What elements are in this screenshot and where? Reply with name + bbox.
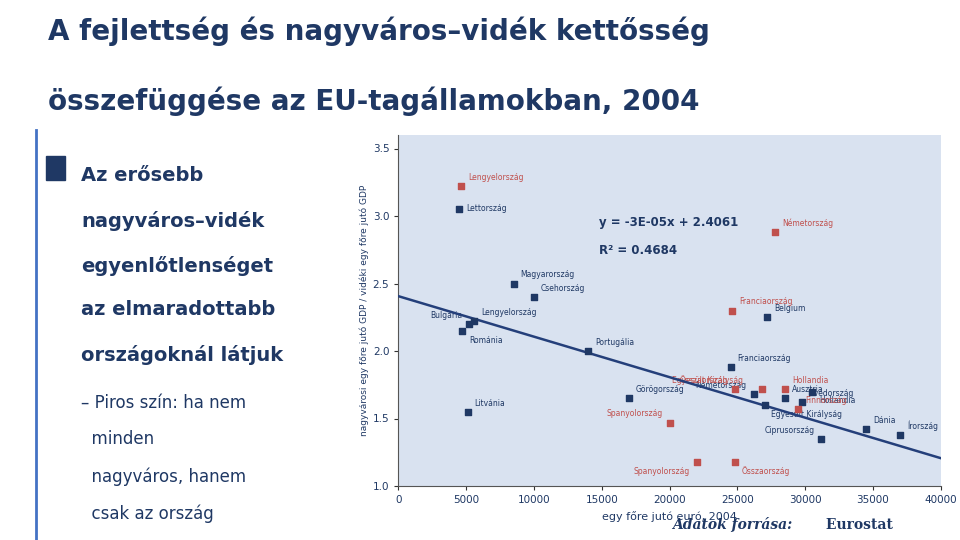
Text: Összaország: Összaország — [680, 375, 728, 384]
Text: Spanyolország: Spanyolország — [607, 409, 662, 418]
Point — [791, 405, 806, 414]
Text: az elmaradottabb: az elmaradottabb — [81, 300, 276, 319]
Point — [778, 384, 793, 393]
Text: Írország: Írország — [907, 420, 938, 430]
Point — [768, 228, 783, 237]
Text: Ciprusország: Ciprusország — [764, 426, 814, 435]
Point — [755, 384, 770, 393]
Text: Hollandia: Hollandia — [792, 376, 828, 384]
Text: Magyarország: Magyarország — [520, 271, 575, 279]
Point — [723, 363, 738, 372]
Text: Franciaország: Franciaország — [737, 354, 791, 363]
Text: Portugália: Portugália — [595, 338, 635, 347]
Point — [804, 387, 820, 396]
Text: Finnország: Finnország — [805, 396, 847, 405]
Text: Adatok forrása:: Adatok forrása: — [672, 517, 792, 532]
Text: Németország: Németország — [696, 381, 747, 390]
Point — [467, 317, 482, 326]
Text: egyenlőtlenséget: egyenlőtlenséget — [81, 255, 274, 275]
Text: Görögország: Görögország — [636, 385, 684, 394]
Point — [893, 430, 908, 439]
Point — [689, 457, 705, 466]
Text: Ausztria: Ausztria — [792, 385, 824, 394]
Text: Bulgária: Bulgária — [430, 311, 462, 320]
Point — [795, 398, 810, 407]
Point — [581, 347, 596, 355]
Text: Egyesült Királyság: Egyesült Királyság — [672, 376, 742, 384]
Text: Hollandia: Hollandia — [819, 396, 855, 406]
Text: Franciaország: Franciaország — [739, 298, 792, 306]
Text: R² = 0.4684: R² = 0.4684 — [599, 244, 677, 258]
Point — [454, 182, 469, 191]
Text: y = -3E-05x + 2.4061: y = -3E-05x + 2.4061 — [599, 216, 738, 229]
Text: nagyváros–vidék: nagyváros–vidék — [81, 211, 264, 231]
Point — [724, 306, 739, 315]
Text: Litvánia: Litvánia — [474, 399, 505, 408]
Text: Csehország: Csehország — [540, 284, 586, 293]
Text: Egyesült Királyság: Egyesült Királyság — [772, 410, 843, 419]
Text: nagyváros, hanem: nagyváros, hanem — [81, 468, 246, 486]
Text: Románia: Románia — [469, 336, 503, 345]
Y-axis label: nagyvárosi egy főre jutó GDP / vidéki egy főre jutó GDP: nagyvárosi egy főre jutó GDP / vidéki eg… — [359, 185, 369, 436]
Text: összefüggése az EU-tagállamokban, 2004: összefüggése az EU-tagállamokban, 2004 — [48, 86, 700, 116]
Point — [621, 394, 636, 403]
Text: Spanyolország: Spanyolország — [634, 467, 690, 476]
Point — [506, 279, 521, 288]
Point — [452, 205, 468, 213]
Text: Lengyelország: Lengyelország — [481, 308, 537, 317]
Point — [662, 418, 678, 427]
Text: Dánia: Dánia — [874, 416, 896, 425]
Point — [756, 401, 772, 409]
Text: Svédország: Svédország — [809, 389, 853, 398]
Text: Lettország: Lettország — [467, 205, 507, 213]
Point — [454, 326, 469, 335]
Text: Az erősebb: Az erősebb — [81, 166, 204, 185]
Text: minden: minden — [81, 430, 155, 449]
Point — [759, 313, 775, 321]
Text: csak az ország: csak az ország — [81, 504, 214, 523]
Text: – Piros szín: ha nem: – Piros szín: ha nem — [81, 394, 246, 411]
Text: országoknál látjuk: országoknál látjuk — [81, 345, 283, 365]
Point — [746, 390, 761, 399]
Text: Németország: Németország — [782, 219, 833, 228]
Point — [814, 434, 829, 443]
Point — [727, 384, 742, 393]
X-axis label: egy főre jutó euró, 2004: egy főre jutó euró, 2004 — [602, 511, 737, 522]
Text: Eurostat: Eurostat — [821, 518, 893, 532]
Text: A fejlettség és nagyváros–vidék kettősség: A fejlettség és nagyváros–vidék kettőssé… — [48, 16, 709, 46]
Point — [727, 457, 742, 466]
Point — [526, 293, 541, 301]
Bar — [45, 157, 65, 180]
Point — [858, 425, 874, 434]
Text: Belgium: Belgium — [774, 304, 805, 313]
Point — [460, 407, 475, 416]
Point — [461, 320, 476, 328]
Point — [778, 394, 793, 403]
Text: Összaország: Összaország — [742, 465, 790, 476]
Text: Lengyelország: Lengyelország — [468, 173, 524, 182]
